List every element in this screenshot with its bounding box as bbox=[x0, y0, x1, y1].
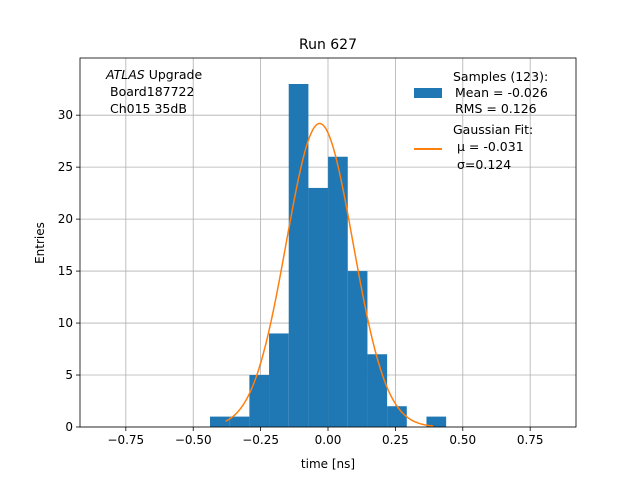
x-tick-label: 0.00 bbox=[315, 433, 342, 447]
histogram-bars bbox=[210, 83, 447, 428]
y-tick-label: 25 bbox=[58, 160, 73, 174]
histogram-bar bbox=[367, 354, 388, 427]
histogram-bar bbox=[269, 333, 289, 427]
y-tick-label: 15 bbox=[58, 264, 73, 278]
atlas-annotation: ATLAS Upgrade Board187722 Ch015 35dB bbox=[105, 67, 202, 116]
x-tick-label: 0.75 bbox=[517, 433, 544, 447]
y-tick-label: 30 bbox=[58, 108, 73, 122]
x-axis-ticks: −0.75 −0.50 −0.25 0.00 0.25 0.50 0.75 bbox=[107, 427, 544, 447]
annotation-atlas: ATLAS bbox=[105, 67, 145, 82]
histogram-bar bbox=[387, 406, 407, 427]
legend-histogram-line2: Mean = -0.026 bbox=[455, 85, 548, 100]
annotation-upgrade: Upgrade bbox=[145, 67, 203, 82]
x-tick-label: −0.75 bbox=[107, 433, 144, 447]
legend-fit-line1: Gaussian Fit: bbox=[453, 122, 533, 137]
legend-histogram-line1: Samples (123): bbox=[453, 69, 548, 84]
histogram-bar bbox=[426, 416, 447, 427]
gaussian-fit-curve bbox=[225, 122, 434, 427]
annotation-board: Board187722 bbox=[110, 84, 194, 99]
legend-histogram-line3: RMS = 0.126 bbox=[455, 101, 537, 116]
histogram-bar bbox=[328, 156, 348, 428]
x-tick-label: −0.25 bbox=[242, 433, 279, 447]
svg-text:ATLAS Upgrade: ATLAS Upgrade bbox=[105, 67, 202, 82]
x-tick-label: 0.50 bbox=[449, 433, 476, 447]
x-tick-label: 0.25 bbox=[382, 433, 409, 447]
legend-fit-line3: σ=0.124 bbox=[457, 157, 511, 172]
histogram-bar bbox=[249, 375, 270, 427]
histogram-bar bbox=[288, 83, 309, 428]
histogram-bar bbox=[229, 416, 250, 427]
chart-title: Run 627 bbox=[299, 37, 357, 53]
y-tick-label: 20 bbox=[58, 212, 73, 226]
y-axis-label: Entries bbox=[33, 222, 47, 264]
legend: Samples (123): Mean = -0.026 RMS = 0.126… bbox=[414, 69, 548, 172]
x-tick-label: −0.50 bbox=[175, 433, 212, 447]
legend-histogram-swatch bbox=[414, 88, 442, 98]
legend-fit-line2: μ = -0.031 bbox=[457, 139, 524, 154]
y-tick-label: 5 bbox=[65, 368, 73, 382]
x-axis-label: time [ns] bbox=[301, 457, 355, 471]
histogram-bar bbox=[210, 416, 230, 427]
histogram-bar bbox=[347, 271, 368, 427]
y-tick-label: 10 bbox=[58, 316, 73, 330]
y-axis-ticks: 0 5 10 15 20 25 30 bbox=[58, 108, 80, 434]
annotation-channel: Ch015 35dB bbox=[110, 101, 187, 116]
y-tick-label: 0 bbox=[65, 420, 73, 434]
histogram-bar bbox=[308, 187, 329, 427]
